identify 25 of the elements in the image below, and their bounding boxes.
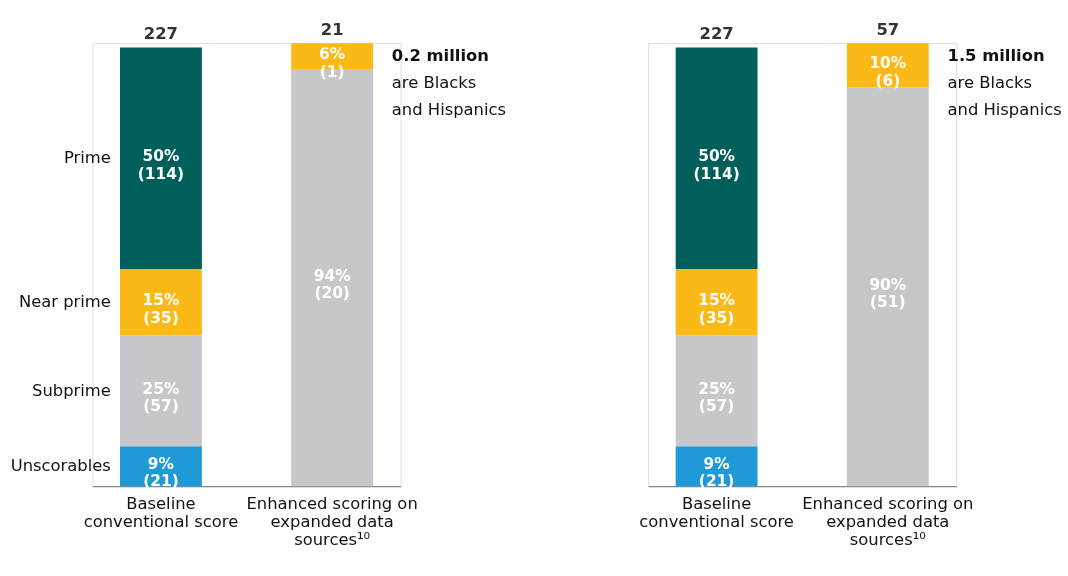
data-label: 10% (6) <box>869 54 907 90</box>
data-label: 25% (57) <box>142 379 180 416</box>
x-tick-label: Baseline conventional score <box>639 493 794 532</box>
annotation: 21 <box>320 19 344 39</box>
series-label: Unscorables <box>10 456 111 476</box>
annotation: 1.5 million are Blacks and Hispanics <box>947 46 1062 120</box>
annotation: 0.2 million are Blacks and Hispanics <box>391 46 507 120</box>
x-tick-label: Baseline conventional score <box>83 493 239 532</box>
data-label: 50% (114) <box>693 147 740 183</box>
data-label: 94% (20) <box>313 266 351 303</box>
annotation: 227 <box>699 23 734 43</box>
annotation: 227 <box>143 23 179 43</box>
annotation: 57 <box>876 19 900 39</box>
x-tick-label: Enhanced scoring on expanded data sources¹⁰ <box>802 493 974 550</box>
data-label: 50% (114) <box>137 147 185 183</box>
x-tick-label: Enhanced scoring on expanded data sources¹⁰ <box>246 493 418 550</box>
data-label: 9% (21) <box>143 455 179 491</box>
series-label: Subprime <box>32 380 111 400</box>
series-label: Near prime <box>18 292 111 312</box>
data-label: 90% (51) <box>869 275 907 312</box>
data-label: 15% (35) <box>698 291 736 327</box>
data-label: 15% (35) <box>142 291 180 327</box>
data-label: 9% (21) <box>698 455 735 491</box>
data-label: 25% (57) <box>698 379 736 416</box>
series-label: Prime <box>64 148 111 168</box>
